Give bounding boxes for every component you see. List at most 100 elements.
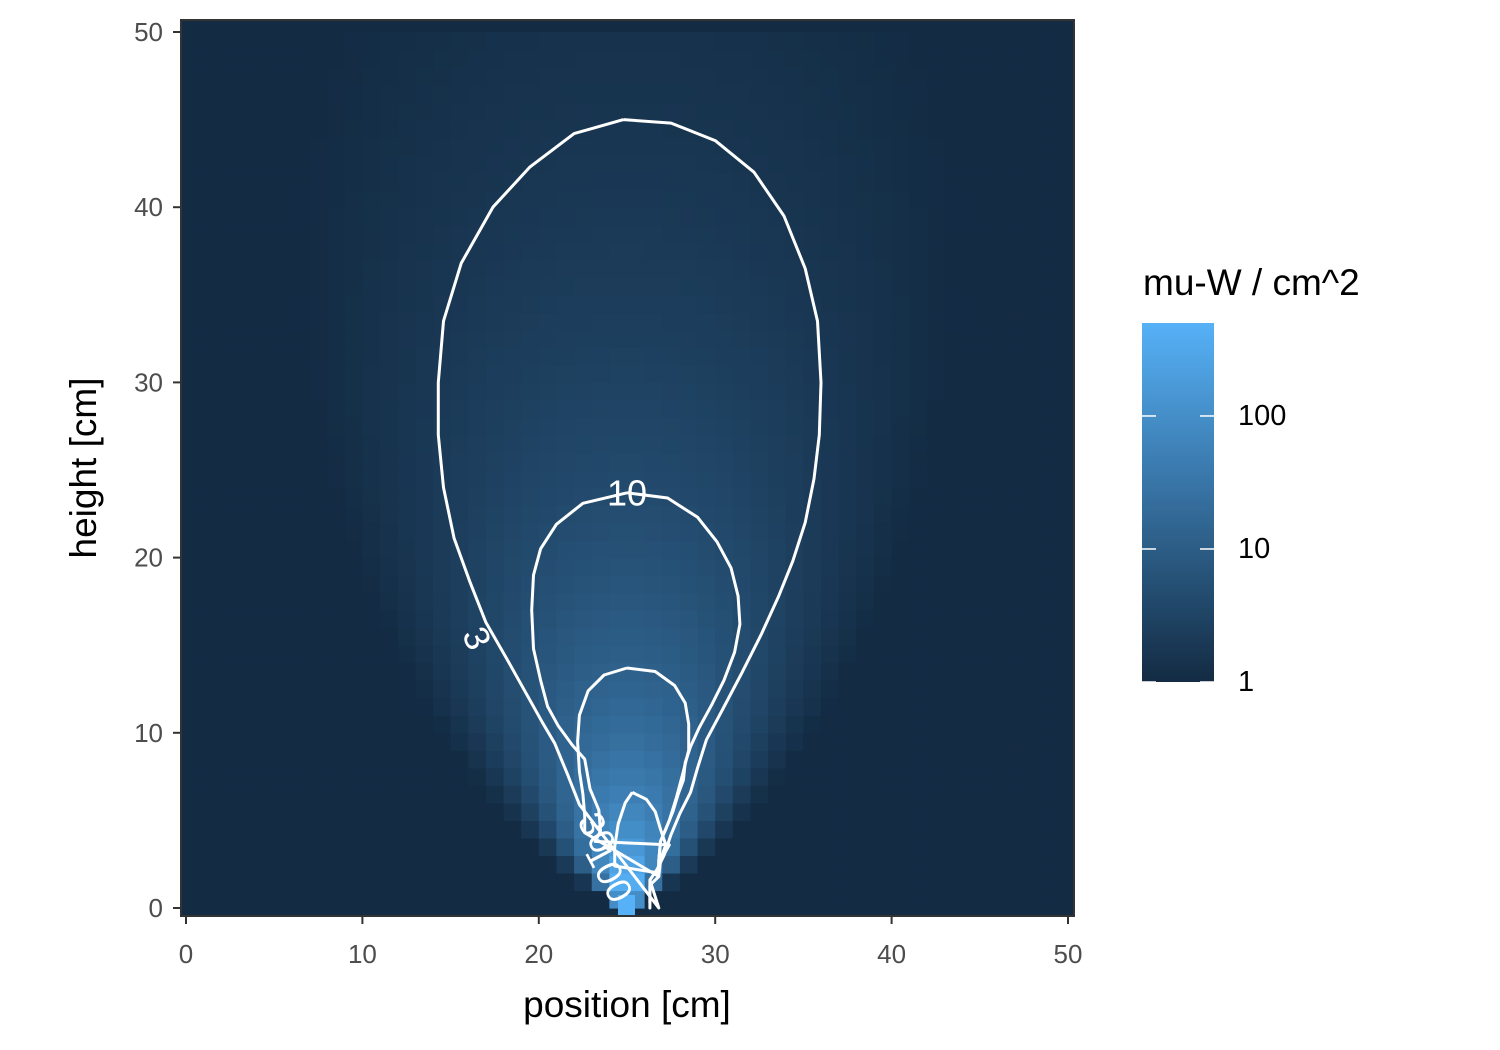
heatmap-cell bbox=[468, 382, 487, 401]
heatmap-cell bbox=[856, 522, 875, 541]
heatmap-cell bbox=[432, 347, 452, 366]
heatmap-cell bbox=[397, 84, 416, 103]
heatmap-cell bbox=[821, 312, 840, 331]
heatmap-cell bbox=[327, 84, 346, 103]
heatmap-cell bbox=[538, 207, 558, 226]
heatmap-cell bbox=[873, 417, 893, 436]
heatmap-cell bbox=[803, 767, 822, 786]
heatmap-cell bbox=[274, 487, 293, 506]
heatmap-cell bbox=[1032, 347, 1051, 366]
heatmap-cell bbox=[785, 505, 804, 524]
heatmap-cell bbox=[662, 49, 681, 68]
heatmap-cell bbox=[291, 610, 311, 629]
heatmap-cell bbox=[538, 224, 558, 243]
heatmap-cell bbox=[485, 277, 505, 296]
heatmap-cell bbox=[944, 364, 963, 383]
heatmap-cell bbox=[380, 417, 399, 436]
heatmap-cell bbox=[926, 294, 946, 313]
heatmap-cell bbox=[873, 872, 893, 892]
heatmap-cell bbox=[803, 137, 822, 156]
heatmap-cell bbox=[609, 49, 628, 68]
heatmap-cell bbox=[1015, 557, 1034, 576]
heatmap-cell bbox=[821, 802, 840, 821]
heatmap-cell bbox=[1050, 294, 1069, 313]
heatmap-cell bbox=[627, 557, 646, 576]
heatmap-cell bbox=[591, 855, 610, 874]
heatmap-cell bbox=[715, 785, 734, 804]
heatmap-cell bbox=[697, 347, 716, 366]
heatmap-cell bbox=[221, 627, 240, 646]
heatmap-cell bbox=[274, 207, 293, 226]
heatmap-cell bbox=[538, 32, 558, 51]
heatmap-cell bbox=[238, 470, 258, 489]
heatmap-cell bbox=[309, 347, 328, 366]
heatmap-cell bbox=[450, 697, 469, 716]
heatmap-cell bbox=[380, 540, 399, 559]
heatmap-cell bbox=[186, 32, 205, 51]
heatmap-cell bbox=[803, 610, 822, 629]
heatmap-cell bbox=[327, 154, 346, 173]
heatmap-cell bbox=[450, 294, 469, 313]
heatmap-cell bbox=[397, 364, 416, 383]
heatmap-cell bbox=[873, 855, 893, 874]
heatmap-cell bbox=[291, 662, 311, 681]
heatmap-cell bbox=[962, 802, 981, 821]
heatmap-cell bbox=[944, 802, 963, 821]
heatmap-cell bbox=[1015, 259, 1034, 278]
heatmap-cell bbox=[203, 592, 222, 611]
heatmap-cell bbox=[821, 662, 840, 681]
heatmap-cell bbox=[238, 627, 258, 646]
heatmap-cell bbox=[450, 154, 469, 173]
heatmap-cell bbox=[450, 434, 469, 454]
heatmap-cell bbox=[891, 732, 910, 751]
heatmap-cell bbox=[450, 452, 469, 471]
heatmap-cell bbox=[591, 575, 610, 594]
heatmap-cell bbox=[397, 680, 416, 699]
heatmap-cell bbox=[327, 487, 346, 506]
heatmap-cell bbox=[203, 575, 222, 594]
heatmap-cell bbox=[291, 470, 311, 489]
heatmap-cell bbox=[362, 119, 381, 138]
heatmap-cell bbox=[662, 575, 681, 594]
heatmap-cell bbox=[1050, 470, 1069, 489]
heatmap-cell bbox=[291, 522, 311, 541]
heatmap-cell bbox=[997, 487, 1016, 506]
heatmap-cell bbox=[891, 890, 910, 909]
heatmap-cell bbox=[1015, 575, 1034, 594]
y-tick-label: 50 bbox=[134, 17, 163, 47]
heatmap-cell bbox=[944, 224, 963, 243]
heatmap-cell bbox=[327, 505, 346, 524]
heatmap-cell bbox=[679, 470, 699, 489]
heatmap-cell bbox=[803, 452, 822, 471]
heatmap-cell bbox=[944, 399, 963, 419]
heatmap-cell bbox=[450, 575, 469, 594]
heatmap-cell bbox=[856, 347, 875, 366]
heatmap-cell bbox=[803, 872, 822, 892]
heatmap-cell bbox=[732, 84, 752, 103]
heatmap-cell bbox=[538, 329, 558, 348]
heatmap-cell bbox=[679, 49, 699, 68]
heatmap-cell bbox=[432, 680, 452, 699]
heatmap-cell bbox=[591, 224, 610, 243]
heatmap-cell bbox=[662, 452, 681, 471]
heatmap-cell bbox=[891, 242, 910, 261]
heatmap-cell bbox=[309, 84, 328, 103]
heatmap-cell bbox=[380, 522, 399, 541]
heatmap-cell bbox=[274, 172, 293, 191]
heatmap-cell bbox=[591, 84, 610, 103]
heatmap-cell bbox=[856, 294, 875, 313]
heatmap-cell bbox=[1050, 32, 1069, 51]
heatmap-cell bbox=[291, 837, 311, 857]
heatmap-cell bbox=[644, 364, 663, 383]
heatmap-cell bbox=[238, 522, 258, 541]
heatmap-cell bbox=[750, 820, 769, 839]
heatmap-cell bbox=[521, 837, 540, 857]
heatmap-cell bbox=[291, 750, 311, 769]
heatmap-cell bbox=[1050, 627, 1069, 646]
heatmap-cell bbox=[873, 119, 893, 138]
heatmap-cell bbox=[485, 364, 505, 383]
heatmap-cell bbox=[291, 855, 311, 874]
heatmap-cell bbox=[1050, 505, 1069, 524]
heatmap-cell bbox=[627, 837, 646, 857]
heatmap-cell bbox=[274, 364, 293, 383]
